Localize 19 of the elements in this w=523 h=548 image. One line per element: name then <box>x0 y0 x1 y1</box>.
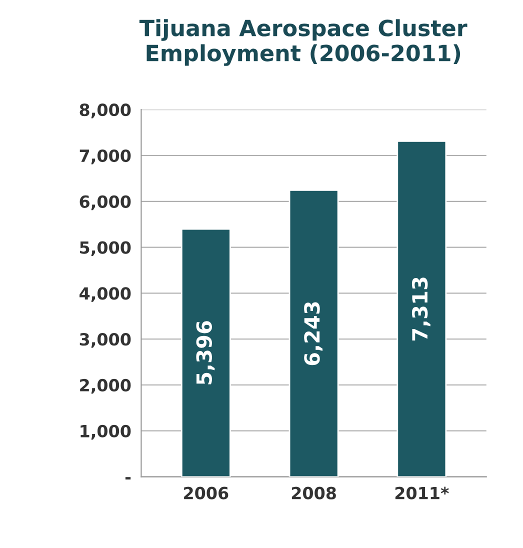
y-tick-label: 6,000 <box>80 195 131 210</box>
x-tick-label: 2008 <box>292 486 336 500</box>
chart-title: Tijuana Aerospace Cluster Employment (2006-2011) <box>139 19 468 66</box>
x-tick-label: 2011* <box>395 486 449 500</box>
data-label: 5,396 <box>196 321 215 384</box>
bar <box>396 140 447 477</box>
x-tick-label: 2006 <box>184 486 228 500</box>
y-tick-label: 2,000 <box>80 378 131 394</box>
data-label: 7,313 <box>412 278 430 340</box>
bar <box>180 228 231 477</box>
y-tick-label: - <box>125 477 131 480</box>
data-label: 6,243 <box>304 302 323 366</box>
y-tick-label: 7,000 <box>80 149 131 164</box>
y-tick-label: 5,000 <box>80 241 131 256</box>
y-tick-label: 3,000 <box>80 333 131 348</box>
bar <box>288 190 339 477</box>
y-tick-label: 8,000 <box>80 104 131 118</box>
y-tick-label: 4,000 <box>80 287 131 302</box>
y-tick-label: 1,000 <box>80 424 131 440</box>
